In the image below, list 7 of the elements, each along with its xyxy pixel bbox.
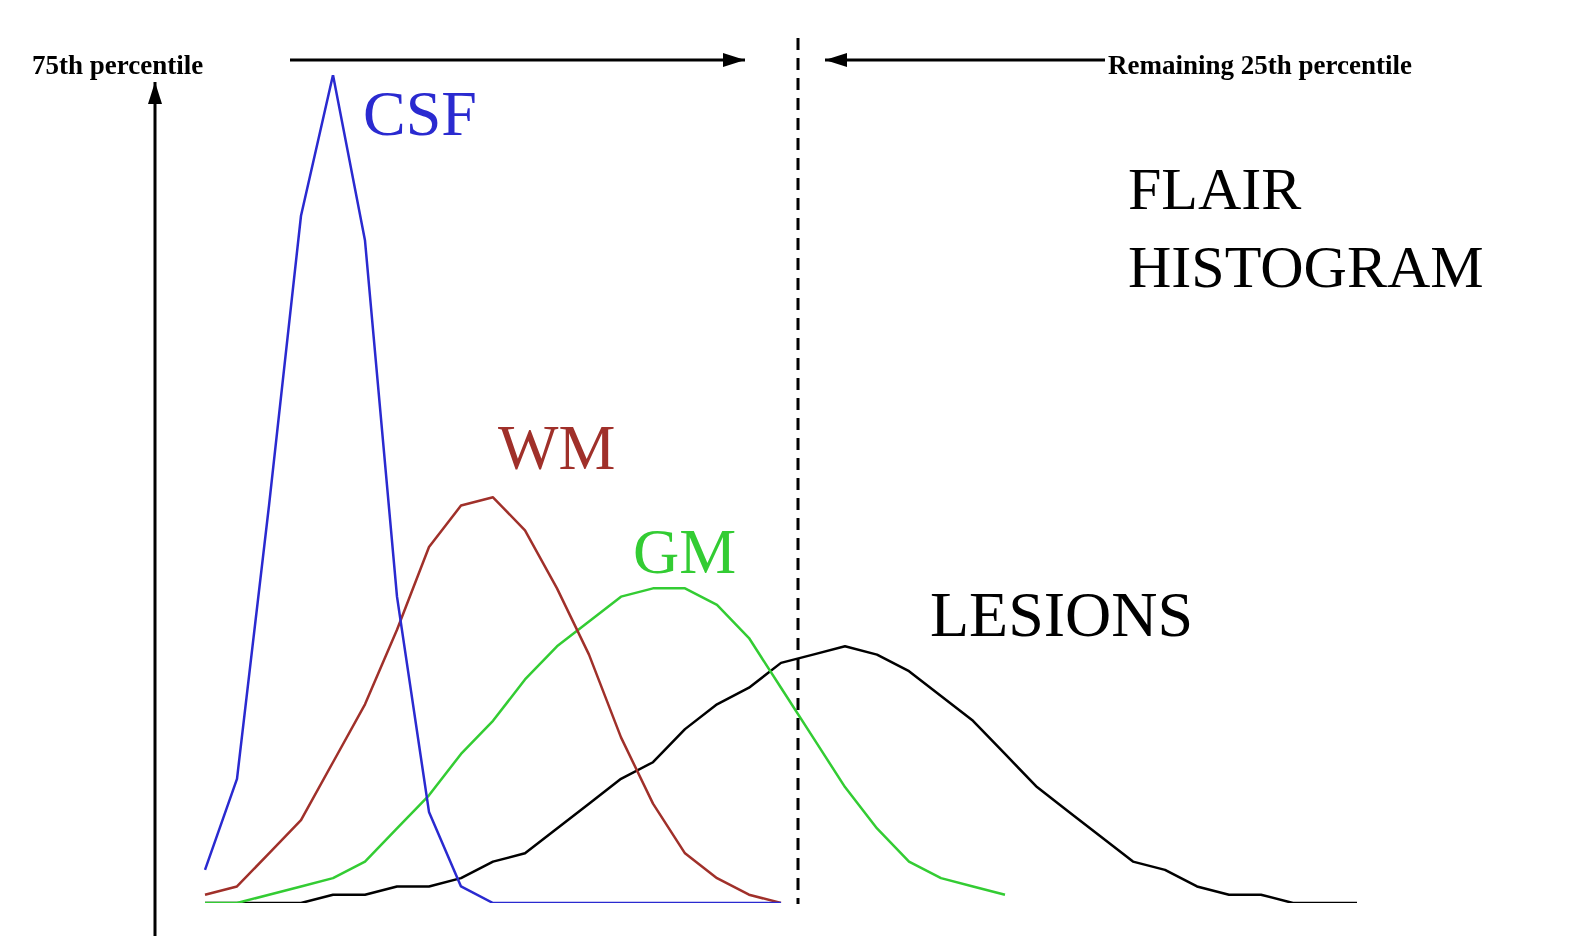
annotation: 75th percentile bbox=[32, 50, 204, 81]
series-label: CSF bbox=[363, 78, 477, 149]
annotation: Remaining 25th percentile bbox=[1108, 50, 1412, 81]
series-label: WM bbox=[498, 412, 616, 484]
series-label: LESIONS bbox=[930, 579, 1194, 651]
series-label: GM bbox=[633, 516, 737, 588]
text: FLAIR HISTOGRAM bbox=[1128, 155, 1485, 302]
